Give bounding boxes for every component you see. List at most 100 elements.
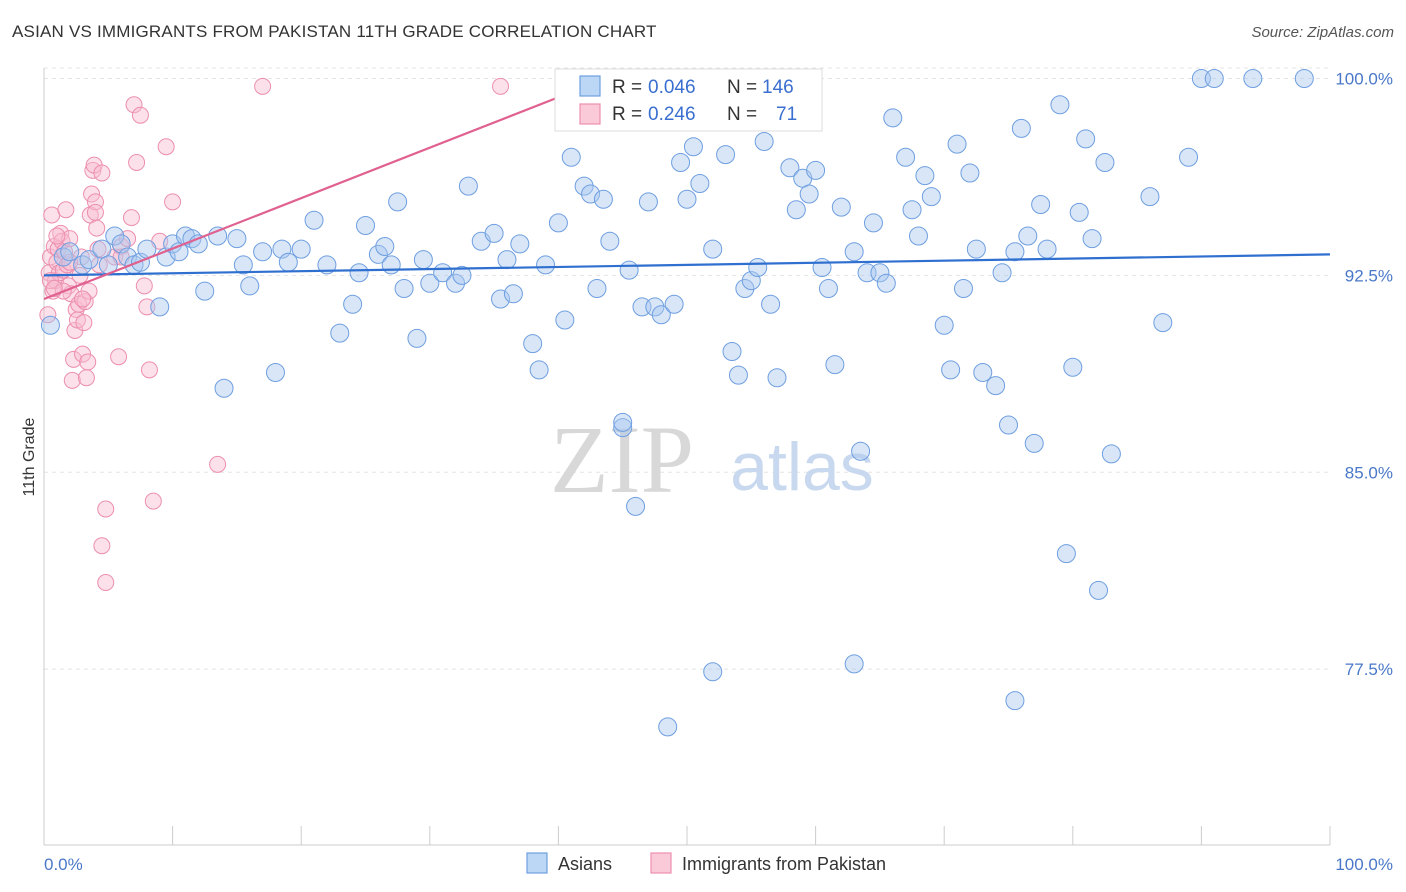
asian-point	[536, 255, 556, 275]
pakistan-point	[79, 353, 97, 371]
source-label: Source: ZipAtlas.com	[1251, 24, 1394, 41]
pakistan-point	[76, 293, 94, 311]
pakistan-point	[131, 106, 149, 124]
asian-point	[851, 441, 871, 461]
asian-point	[619, 260, 639, 280]
asian-point	[150, 297, 170, 317]
asian-point	[671, 153, 691, 172]
asian-point	[561, 147, 581, 167]
asian-point	[253, 242, 273, 262]
asian-point	[581, 184, 601, 204]
asian-point	[863, 213, 883, 233]
asian-point	[767, 368, 787, 388]
asian-point	[638, 192, 658, 212]
legend-asians-label: Asians	[558, 854, 612, 874]
asian-point	[677, 189, 697, 209]
asian-point	[484, 223, 504, 243]
asian-point	[831, 197, 851, 217]
asian-point	[896, 147, 916, 167]
asian-point	[548, 213, 568, 233]
asian-point	[806, 160, 826, 180]
asian-point	[195, 281, 215, 301]
stats-box: R = 0.046 N = 146 R = 0.246 N = 71	[554, 68, 823, 132]
asian-point	[1204, 69, 1224, 88]
asian-point	[1089, 580, 1109, 600]
asian-point	[960, 163, 980, 183]
asian-point	[735, 279, 755, 298]
legend: Asians Immigrants from Pakistan	[526, 852, 886, 874]
asian-point	[799, 184, 819, 204]
asian-point	[825, 355, 845, 375]
asian-point	[1076, 129, 1096, 149]
asian-point	[497, 250, 517, 270]
pakistan-point	[254, 77, 272, 95]
asian-point	[510, 234, 530, 254]
asian-point	[208, 226, 228, 246]
pakistan-point	[164, 193, 182, 211]
stats-asian-r-value: 0.046	[648, 77, 696, 98]
asian-point	[1031, 195, 1051, 214]
asian-point	[921, 187, 941, 207]
asian-point	[1050, 95, 1070, 115]
pakistan-point	[138, 298, 156, 316]
asian-point	[748, 258, 768, 277]
asian-point	[986, 376, 1006, 396]
asian-point	[555, 310, 575, 330]
y-tick-labels: 77.5% 85.0% 92.5% 100.0%	[1335, 70, 1393, 680]
asian-point	[1179, 147, 1199, 167]
asian-point	[79, 250, 99, 270]
asian-point	[645, 297, 665, 317]
y-axis-label: 11th Grade	[21, 417, 38, 496]
asian-point	[368, 244, 388, 264]
asian-point	[1005, 242, 1025, 262]
asian-point	[600, 231, 620, 251]
asian-point	[240, 276, 260, 296]
y-tick-label: 100.0%	[1335, 70, 1393, 89]
pakistan-points	[39, 77, 510, 591]
asian-point	[1037, 239, 1057, 259]
asian-point	[690, 174, 710, 193]
pakistan-point	[110, 348, 128, 366]
asian-point	[915, 166, 935, 186]
asian-point	[105, 226, 125, 246]
asian-point	[626, 496, 646, 516]
trend-lines	[43, 93, 1331, 301]
asian-point	[999, 415, 1018, 435]
chart-title: ASIAN VS IMMIGRANTS FROM PAKISTAN 11TH G…	[12, 22, 657, 41]
asian-point	[1153, 313, 1173, 333]
asian-point	[902, 200, 922, 220]
asian-point	[349, 263, 369, 283]
stats-pak-n-value: 71	[776, 104, 797, 125]
pakistan-point	[65, 350, 83, 368]
pakistan-point	[122, 209, 140, 227]
asian-point	[728, 365, 748, 385]
pakistan-point	[140, 361, 158, 379]
pakistan-point	[88, 219, 106, 237]
asian-point	[1243, 69, 1263, 88]
pakistan-point	[135, 277, 153, 295]
stats-pak-n-label: N =	[727, 104, 757, 125]
asian-point	[1095, 153, 1115, 172]
asian-point	[651, 305, 671, 325]
pakistan-point	[209, 455, 227, 473]
asian-point	[523, 334, 543, 354]
asian-point	[973, 363, 993, 382]
asian-point	[60, 242, 80, 262]
asian-point	[491, 289, 511, 309]
asian-point	[304, 210, 324, 230]
y-tick-label: 77.5%	[1345, 660, 1393, 679]
asian-point	[330, 323, 350, 343]
asian-point	[722, 342, 742, 361]
asian-point	[908, 226, 928, 246]
asian-point	[1024, 433, 1044, 453]
asian-point	[683, 137, 703, 157]
asian-point	[780, 158, 800, 178]
asian-point	[343, 294, 363, 314]
stats-asian-n-value: 146	[762, 77, 794, 98]
asian-point	[407, 328, 427, 348]
pakistan-point	[48, 227, 66, 245]
asian-point	[818, 279, 838, 298]
asian-point	[394, 279, 414, 298]
stats-pak-swatch	[579, 103, 601, 125]
pakistan-point	[144, 492, 162, 510]
